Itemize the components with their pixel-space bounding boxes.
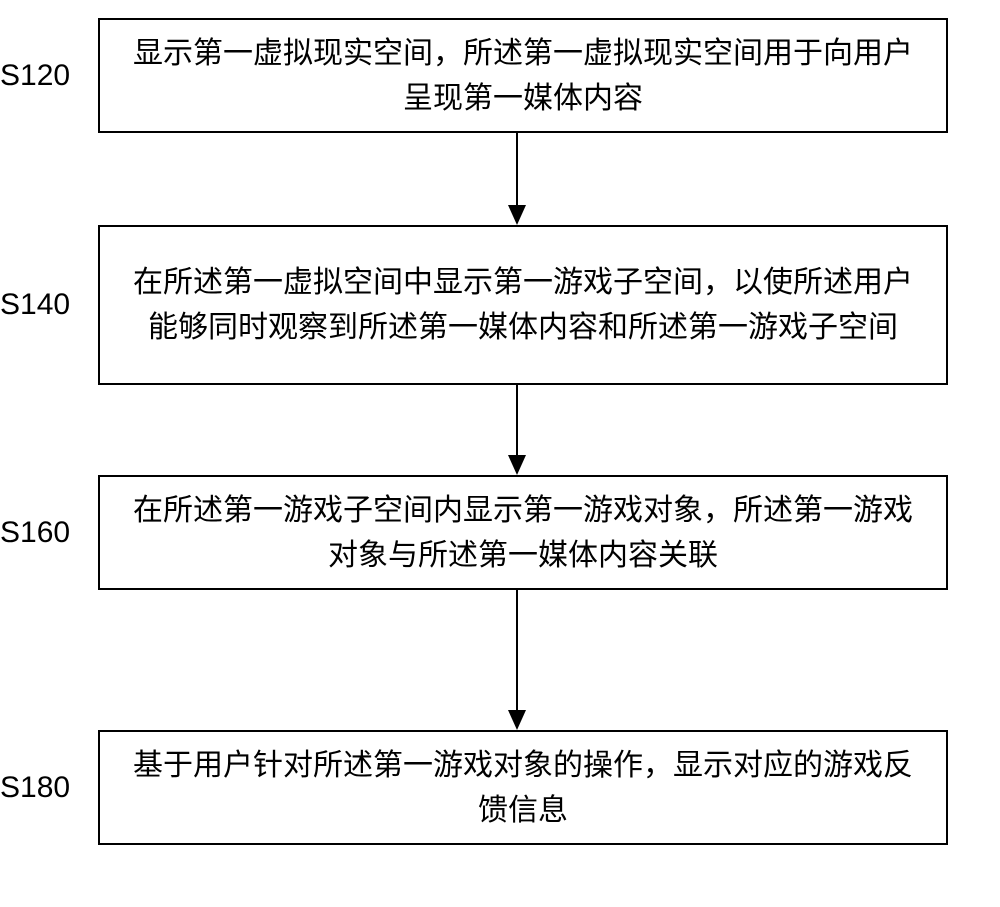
flowchart-container: S120 显示第一虚拟现实空间，所述第一虚拟现实空间用于向用户呈现第一媒体内容 … xyxy=(0,0,1000,907)
flowchart-step-s160: S160 在所述第一游戏子空间内显示第一游戏对象，所述第一游戏对象与所述第一媒体… xyxy=(0,475,948,590)
flowchart-step-s120: S120 显示第一虚拟现实空间，所述第一虚拟现实空间用于向用户呈现第一媒体内容 xyxy=(0,18,948,133)
step-text-s120: 显示第一虚拟现实空间，所述第一虚拟现实空间用于向用户呈现第一媒体内容 xyxy=(124,31,922,121)
step-label-s120: S120 xyxy=(0,59,90,93)
step-box-s160: 在所述第一游戏子空间内显示第一游戏对象，所述第一游戏对象与所述第一媒体内容关联 xyxy=(98,475,948,590)
flowchart-step-s180: S180 基于用户针对所述第一游戏对象的操作，显示对应的游戏反馈信息 xyxy=(0,730,948,845)
arrow-s160-s180 xyxy=(502,590,532,730)
arrow-s120-s140 xyxy=(502,133,532,225)
arrow-s140-s160 xyxy=(502,385,532,475)
step-box-s120: 显示第一虚拟现实空间，所述第一虚拟现实空间用于向用户呈现第一媒体内容 xyxy=(98,18,948,133)
flowchart-step-s140: S140 在所述第一虚拟空间中显示第一游戏子空间，以使所述用户能够同时观察到所述… xyxy=(0,225,948,385)
step-text-s180: 基于用户针对所述第一游戏对象的操作，显示对应的游戏反馈信息 xyxy=(124,743,922,833)
step-label-s180: S180 xyxy=(0,771,90,805)
step-text-s160: 在所述第一游戏子空间内显示第一游戏对象，所述第一游戏对象与所述第一媒体内容关联 xyxy=(124,488,922,578)
step-box-s180: 基于用户针对所述第一游戏对象的操作，显示对应的游戏反馈信息 xyxy=(98,730,948,845)
step-label-s160: S160 xyxy=(0,516,90,550)
arrow-icon xyxy=(502,590,532,730)
step-label-s140: S140 xyxy=(0,288,90,322)
step-box-s140: 在所述第一虚拟空间中显示第一游戏子空间，以使所述用户能够同时观察到所述第一媒体内… xyxy=(98,225,948,385)
arrow-icon xyxy=(502,385,532,475)
step-text-s140: 在所述第一虚拟空间中显示第一游戏子空间，以使所述用户能够同时观察到所述第一媒体内… xyxy=(124,260,922,350)
arrow-icon xyxy=(502,133,532,225)
